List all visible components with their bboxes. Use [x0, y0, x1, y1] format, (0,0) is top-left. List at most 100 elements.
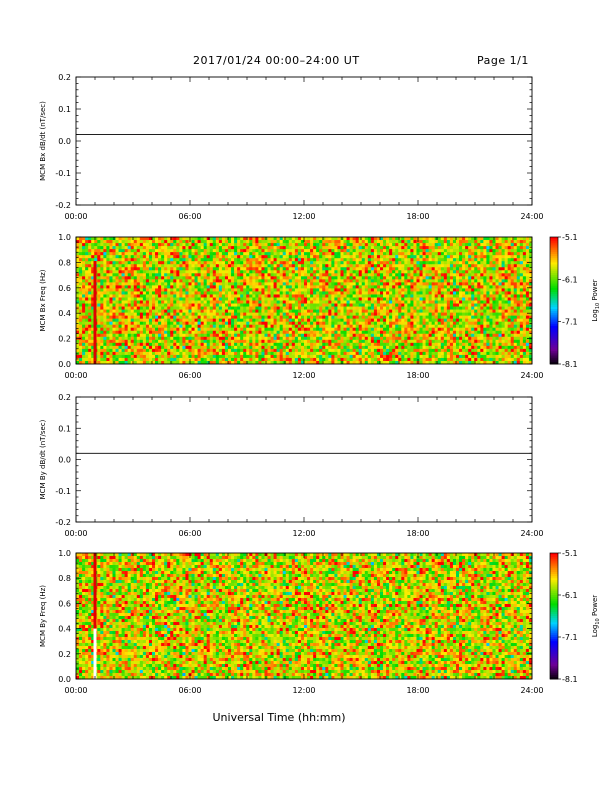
- spectrogram-cell: [404, 354, 408, 359]
- spectrogram-cell: [307, 351, 311, 356]
- spectrogram-cell: [304, 243, 308, 247]
- spectrogram-cell: [304, 270, 308, 274]
- spectrogram-cell: [300, 273, 305, 277]
- spectrogram-cell: [322, 273, 326, 277]
- spectrogram-cell: [103, 249, 107, 253]
- spectrogram-cell: [407, 348, 411, 353]
- spectrogram-cell: [228, 297, 232, 301]
- spectrogram-cell: [300, 303, 305, 307]
- spectrogram-cell: [331, 309, 335, 313]
- spectrogram-cell: [285, 300, 290, 304]
- spectrogram-cell: [164, 294, 168, 298]
- spectrogram-cell: [297, 255, 302, 259]
- spectrogram-cell: [173, 306, 177, 310]
- spectrogram-cell: [261, 324, 265, 329]
- spectrogram-cell: [118, 291, 122, 295]
- spectrogram-cell: [79, 267, 83, 271]
- spectrogram-cell: [258, 348, 262, 353]
- spectrogram-cell: [85, 327, 89, 332]
- spectrogram-cell: [191, 330, 195, 335]
- spectrogram-cell: [103, 270, 107, 274]
- spectrogram-cell: [380, 237, 384, 241]
- spectrogram-cell: [270, 360, 274, 365]
- spectrogram-cell: [422, 297, 426, 301]
- spectrogram-cell: [373, 246, 378, 250]
- spectrogram-cell: [331, 315, 335, 320]
- spectrogram-cell: [416, 270, 420, 274]
- spectrogram-cell: [310, 345, 314, 350]
- spectrogram-cell: [124, 339, 129, 344]
- spectrogram-cell: [401, 270, 405, 274]
- spectrogram-cell: [155, 342, 159, 347]
- spectrogram-cell: [380, 360, 384, 365]
- spectrogram-cell: [276, 351, 281, 356]
- spectrogram-cell: [161, 339, 165, 344]
- spectrogram-cell: [337, 309, 341, 313]
- spectrogram-cell: [419, 255, 423, 259]
- spectrogram-cell: [106, 285, 110, 289]
- spectrogram-cell: [255, 291, 259, 295]
- spectrogram-cell: [85, 324, 89, 329]
- spectrogram-cell: [173, 246, 177, 250]
- spectrogram-cell: [300, 261, 305, 265]
- spectrogram-cell: [367, 285, 372, 289]
- spectrogram-cell: [200, 297, 205, 301]
- spectrogram-cell: [79, 273, 83, 277]
- spectrogram-cell: [133, 258, 138, 262]
- spectrogram-cell: [240, 267, 244, 271]
- spectrogram-cell: [176, 336, 180, 341]
- spectrogram-cell: [139, 357, 144, 362]
- spectrogram-cell: [212, 357, 217, 362]
- spectrogram-cell: [270, 351, 274, 356]
- spectrogram-cell: [185, 315, 189, 320]
- spectrogram-cell: [304, 342, 308, 347]
- spectrogram-cell: [413, 294, 417, 298]
- spectrogram-cell: [200, 360, 205, 365]
- y-tick-label-0-2: 0.0: [58, 137, 71, 146]
- spectrogram-cell: [358, 303, 363, 307]
- spectrogram-cell: [246, 312, 250, 317]
- spectrogram-cell: [158, 318, 162, 323]
- spectrogram-cell: [152, 261, 156, 265]
- spectrogram-cell: [376, 300, 381, 304]
- spectrogram-cell: [127, 342, 132, 347]
- spectrogram-cell: [148, 348, 153, 353]
- spectrogram-cell: [261, 255, 265, 259]
- spectrogram-cell: [176, 312, 180, 317]
- spectrogram-cell: [249, 249, 253, 253]
- spectrogram-cell: [139, 273, 144, 277]
- spectrogram-cell: [127, 351, 132, 356]
- spectrogram-cell: [410, 336, 414, 341]
- spectrogram-cell: [100, 252, 104, 256]
- spectrogram-cell: [249, 315, 253, 320]
- spectrogram-cell: [221, 297, 226, 301]
- spectrogram-cell: [343, 285, 347, 289]
- spectrogram-cell: [325, 294, 329, 298]
- spectrogram-cell: [191, 327, 195, 332]
- spectrogram-cell: [407, 285, 411, 289]
- spectrogram-cell: [300, 333, 305, 338]
- spectrogram-cell: [346, 336, 350, 341]
- spectrogram-cell: [361, 264, 366, 268]
- spectrogram-cell: [264, 243, 268, 247]
- spectrogram-cell: [355, 342, 360, 347]
- spectrogram-cell: [294, 285, 299, 289]
- spectrogram-cell: [282, 279, 287, 283]
- spectrogram-cell: [106, 351, 110, 356]
- spectrogram-cell: [331, 237, 335, 241]
- spectrogram-cell: [130, 333, 135, 338]
- spectrogram-cell: [380, 318, 384, 323]
- spectrogram-cell: [261, 264, 265, 268]
- spectrogram-cell: [401, 330, 405, 335]
- spectrogram-cell: [322, 345, 326, 350]
- spectrogram-cell: [88, 342, 92, 347]
- spectrogram-cell: [398, 270, 402, 274]
- spectrogram-cell: [127, 327, 132, 332]
- spectrogram-cell: [355, 339, 360, 344]
- spectrogram-cell: [185, 312, 189, 317]
- spectrogram-cell: [179, 330, 183, 335]
- spectrogram-cell: [367, 327, 372, 332]
- spectrogram-cell: [349, 261, 354, 265]
- spectrogram-cell: [218, 249, 223, 253]
- spectrogram-cell: [322, 309, 326, 313]
